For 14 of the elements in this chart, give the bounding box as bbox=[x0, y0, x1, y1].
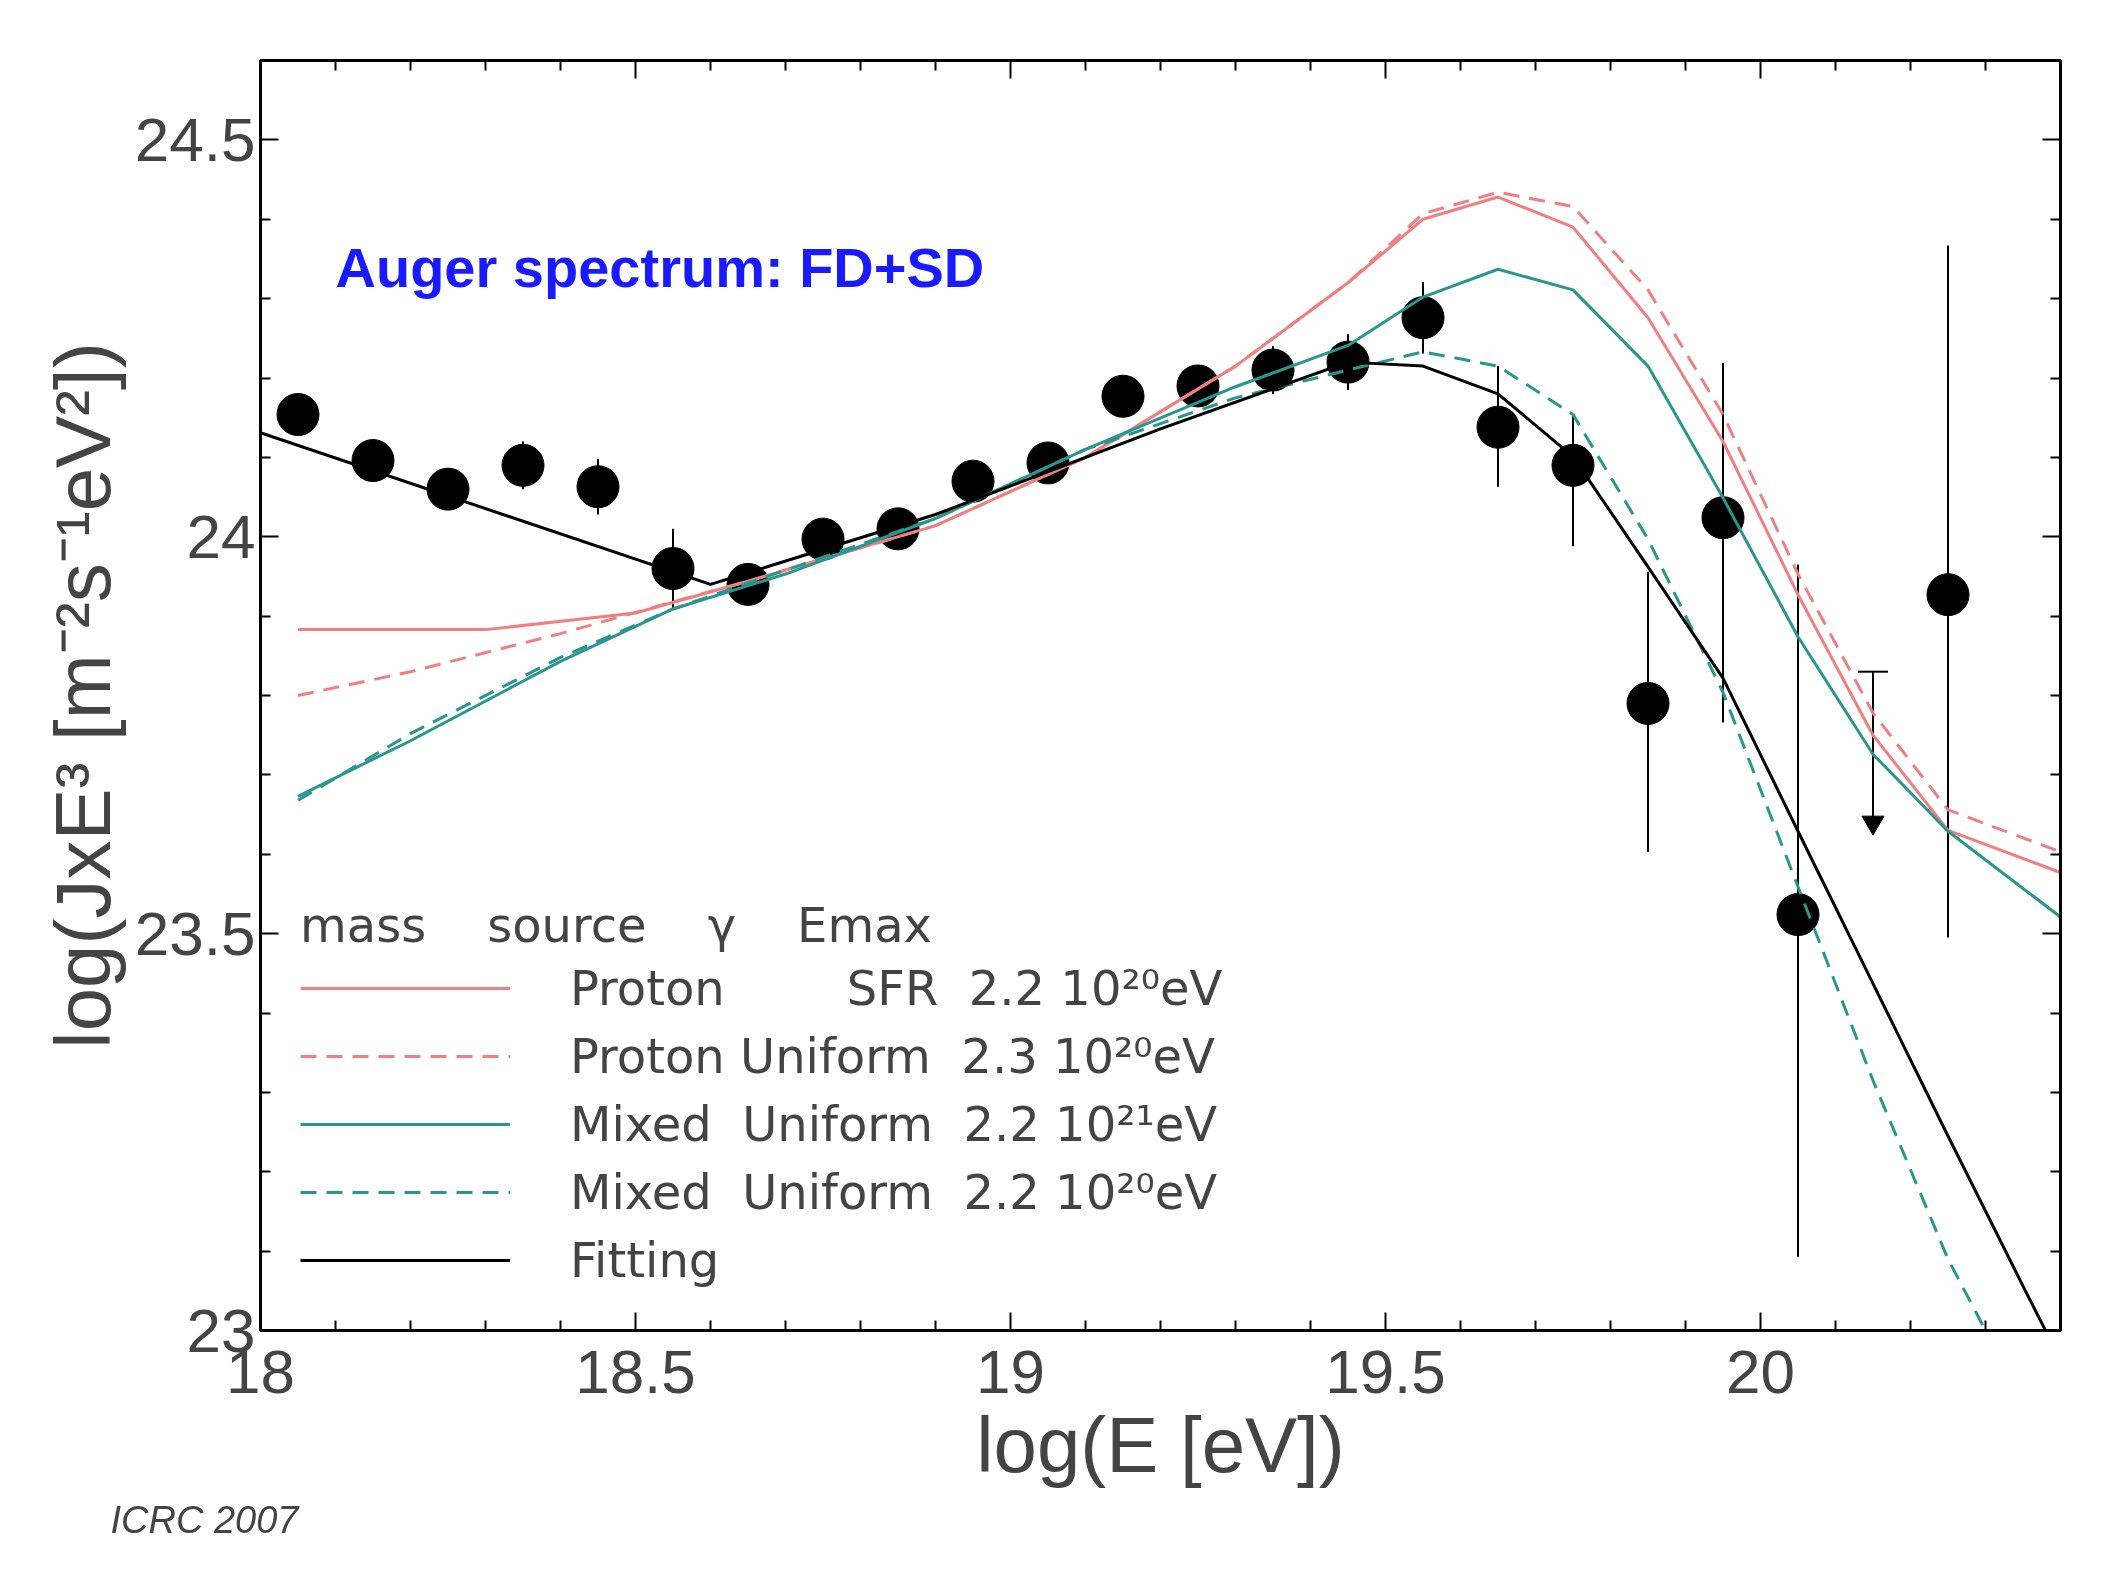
x-tick-label: 18.5 bbox=[575, 1336, 696, 1406]
legend-label: Proton Uniform 2.3 10²⁰eV bbox=[570, 1028, 1215, 1084]
legend-label: Proton SFR 2.2 10²⁰eV bbox=[570, 960, 1223, 1016]
x-tick-label: 20 bbox=[1726, 1336, 1795, 1406]
y-tick-label: 24.5 bbox=[134, 104, 256, 174]
legend-label: Mixed Uniform 2.2 10²⁰eV bbox=[570, 1164, 1218, 1220]
y-axis-title: log(JxE³ [m⁻²s⁻¹eV²]) bbox=[38, 342, 127, 1049]
text: ICRC 2007 bbox=[110, 1498, 301, 1541]
annotation: Auger spectrum: FD+SD bbox=[335, 235, 985, 299]
y-tick-label: 24 bbox=[186, 501, 256, 571]
legend-label: Mixed Uniform 2.2 10²¹eV bbox=[570, 1096, 1218, 1152]
legend-label: Fitting bbox=[570, 1232, 720, 1288]
legend-title: mass source γ Emax bbox=[300, 897, 933, 953]
y-tick-label: 23.5 bbox=[134, 898, 256, 968]
